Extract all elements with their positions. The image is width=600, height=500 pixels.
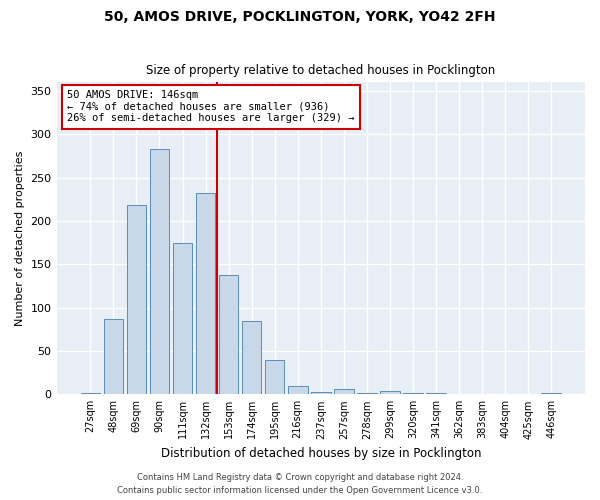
Bar (380, 391, 400, 394)
Bar (541, 392, 561, 394)
Bar (219, 274, 238, 394)
Bar (311, 392, 331, 394)
Bar (265, 360, 284, 394)
Text: 50 AMOS DRIVE: 146sqm
← 74% of detached houses are smaller (936)
26% of semi-det: 50 AMOS DRIVE: 146sqm ← 74% of detached … (67, 90, 355, 124)
Bar (104, 319, 123, 394)
Bar (149, 149, 169, 394)
Bar (334, 389, 353, 394)
Bar (288, 386, 308, 394)
Bar (242, 320, 262, 394)
Text: 50, AMOS DRIVE, POCKLINGTON, YORK, YO42 2FH: 50, AMOS DRIVE, POCKLINGTON, YORK, YO42 … (104, 10, 496, 24)
Bar (173, 242, 193, 394)
Bar (196, 194, 215, 394)
Bar (127, 206, 146, 394)
Text: Contains HM Land Registry data © Crown copyright and database right 2024.
Contai: Contains HM Land Registry data © Crown c… (118, 474, 482, 495)
Bar (80, 392, 100, 394)
Title: Size of property relative to detached houses in Pocklington: Size of property relative to detached ho… (146, 64, 496, 77)
X-axis label: Distribution of detached houses by size in Pocklington: Distribution of detached houses by size … (161, 447, 481, 460)
Y-axis label: Number of detached properties: Number of detached properties (15, 150, 25, 326)
